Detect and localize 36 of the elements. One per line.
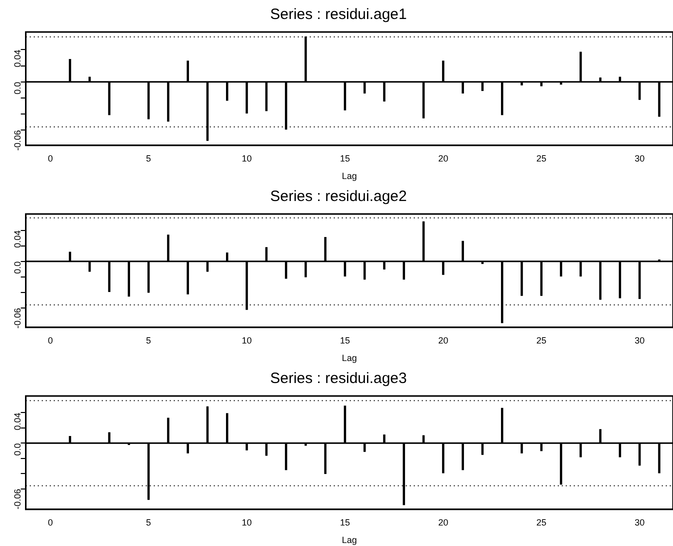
x-tick-label: 5 xyxy=(146,335,152,346)
x-tick-label: 25 xyxy=(536,153,546,164)
x-tick-label: 20 xyxy=(438,335,448,346)
x-axis-title: Lag xyxy=(342,353,357,364)
x-tick-label: 20 xyxy=(438,153,448,164)
x-tick-label: 10 xyxy=(242,335,252,346)
chart-title: Series : residui.age2 xyxy=(270,188,407,206)
y-tick-label: 0.0 xyxy=(12,82,22,94)
y-tick-label: 0.04 xyxy=(12,412,22,430)
x-tick-label: 20 xyxy=(438,517,448,528)
x-tick-label: 5 xyxy=(146,153,152,164)
x-tick-label: 15 xyxy=(340,335,350,346)
x-tick-label: 0 xyxy=(48,517,53,528)
x-tick-label: 30 xyxy=(634,153,645,164)
y-tick-label: 0.0 xyxy=(12,261,22,274)
x-tick-label: 5 xyxy=(146,517,152,528)
x-axis-title: Lag xyxy=(342,535,357,546)
x-tick-label: 10 xyxy=(242,517,252,528)
y-tick-label: -0.06 xyxy=(12,308,22,328)
y-tick-label: -0.06 xyxy=(12,488,22,510)
x-tick-label: 30 xyxy=(634,335,645,346)
chart-title: Series : residui.age3 xyxy=(270,370,407,388)
x-tick-label: 25 xyxy=(536,335,546,346)
x-tick-label: 15 xyxy=(340,517,350,528)
y-tick-label: 0.0 xyxy=(12,443,22,456)
y-tick-label: 0.04 xyxy=(12,230,22,248)
x-tick-label: 0 xyxy=(48,153,53,164)
x-tick-label: 0 xyxy=(48,335,53,346)
y-tick-label: -0.06 xyxy=(12,130,22,151)
x-tick-label: 30 xyxy=(634,517,645,528)
x-tick-label: 10 xyxy=(242,153,252,164)
x-tick-label: 25 xyxy=(536,517,546,528)
y-tick-label: 0.04 xyxy=(12,50,22,68)
x-tick-label: 15 xyxy=(340,153,350,164)
x-axis-title: Lag xyxy=(342,171,357,182)
chart-title: Series : residui.age1 xyxy=(270,6,407,24)
